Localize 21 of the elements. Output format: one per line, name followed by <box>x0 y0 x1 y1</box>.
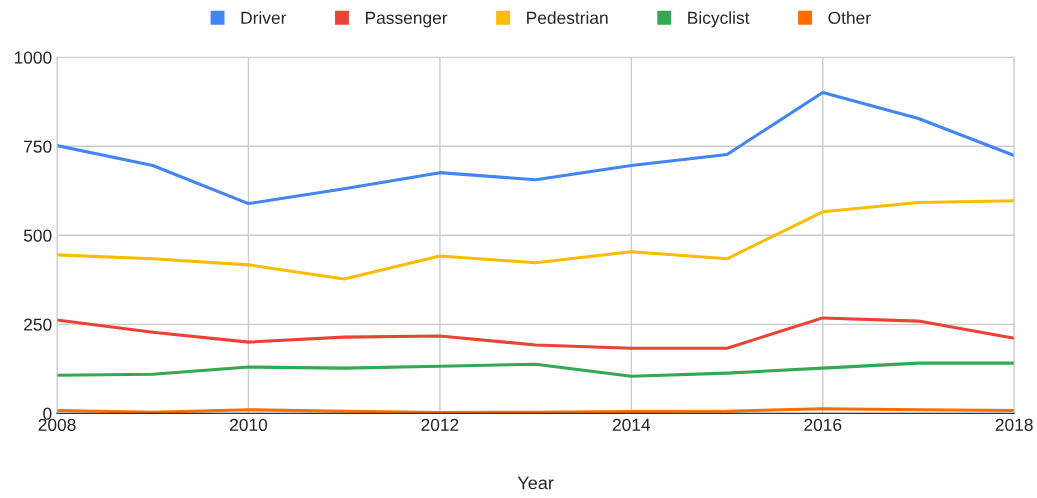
line-series <box>57 316 1015 350</box>
legend-label: Driver <box>241 11 287 24</box>
y-tick-label: 500 <box>23 229 52 242</box>
line-series <box>57 90 1015 206</box>
legend-label: Bicyclist <box>688 11 750 28</box>
legend-label: Other <box>828 11 871 24</box>
x-tick-label: 2012 <box>421 418 459 431</box>
line-series <box>57 361 1015 378</box>
y-tick-label: 1000 <box>14 51 52 64</box>
y-tick-label: 0 <box>43 407 52 420</box>
x-tick-label: 2016 <box>804 418 842 431</box>
x-tick-label: 2008 <box>38 418 76 431</box>
x-tick-label: 2010 <box>230 418 268 431</box>
line-series <box>57 199 1015 281</box>
legend-label: Passenger <box>365 11 448 28</box>
y-tick-label: 250 <box>24 318 52 331</box>
x-axis-title: Year <box>517 476 554 490</box>
legend-label: Pedestrian <box>527 11 608 24</box>
x-tick-label: 2014 <box>612 418 651 431</box>
y-tick-label: 750 <box>24 140 52 153</box>
x-tick-label: 2018 <box>995 418 1033 431</box>
